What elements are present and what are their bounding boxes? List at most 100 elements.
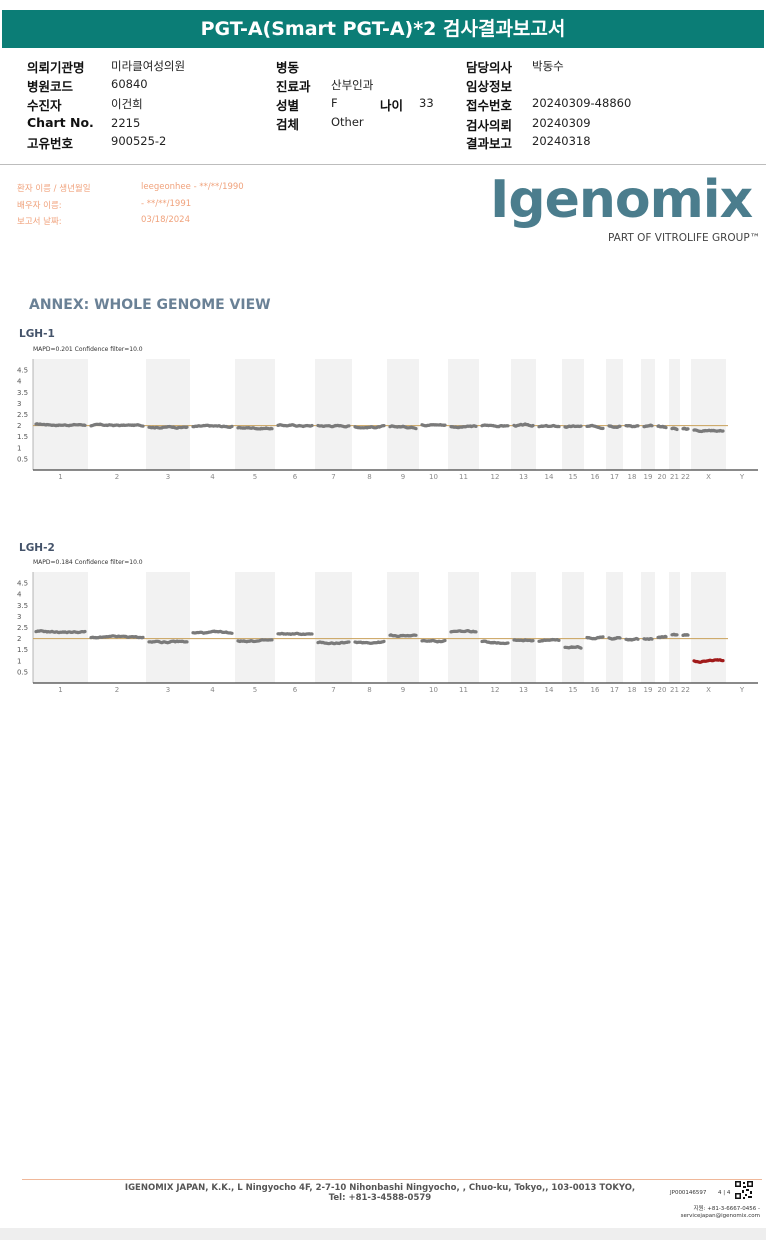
age-label: 나이 bbox=[380, 98, 404, 113]
chromosome-band-17 bbox=[606, 359, 623, 470]
chromosome-label-4: 4 bbox=[210, 473, 215, 481]
chromosome-points-11 bbox=[449, 424, 478, 430]
institution-value: 미라클여성의원 bbox=[111, 59, 186, 73]
chromosome-points-17 bbox=[607, 424, 622, 429]
chromosome-band-5 bbox=[235, 359, 275, 470]
chromosome-points-7 bbox=[316, 423, 351, 429]
unique-no-value: 900525-2 bbox=[111, 134, 167, 148]
chromosome-label-11: 11 bbox=[459, 686, 468, 694]
chromosome-points-1 bbox=[34, 422, 87, 428]
chromosome-points-8 bbox=[353, 424, 386, 430]
y-tick-label: 2 bbox=[17, 422, 21, 430]
chromosome-points-8 bbox=[353, 639, 386, 645]
request-date-label: 검사의뢰 bbox=[466, 118, 513, 133]
age-value: 33 bbox=[419, 96, 434, 110]
chromosome-label-7: 7 bbox=[331, 473, 335, 481]
chromosome-label-19: 19 bbox=[644, 473, 653, 481]
chromosome-label-9: 9 bbox=[401, 686, 405, 694]
chromosome-points-13 bbox=[512, 638, 535, 643]
chromosome-band-9 bbox=[387, 572, 419, 683]
logo-wordmark: Igenomix bbox=[490, 170, 753, 230]
chromosome-points-19 bbox=[642, 423, 654, 429]
partner-value: - **/**/1991 bbox=[141, 199, 192, 209]
y-tick-label: 3 bbox=[17, 613, 21, 621]
chromosome-label-5: 5 bbox=[253, 686, 257, 694]
chromosome-points-16 bbox=[585, 635, 605, 641]
chromosome-label-14: 14 bbox=[545, 686, 554, 694]
chromosome-band-X bbox=[691, 359, 726, 470]
report-date-label: 결과보고 bbox=[466, 136, 513, 151]
y-tick-label: 3 bbox=[17, 400, 21, 408]
chromosome-points-14 bbox=[537, 423, 561, 429]
chromosome-points-2 bbox=[89, 634, 145, 640]
chromosome-label-20: 20 bbox=[658, 686, 667, 694]
chromosome-band-X bbox=[691, 572, 726, 683]
y-tick-label: 3.5 bbox=[17, 602, 28, 610]
clinical-label: 임상정보 bbox=[466, 79, 513, 94]
chromosome-label-10: 10 bbox=[429, 686, 438, 694]
y-tick-label: 0.5 bbox=[17, 455, 28, 463]
chromosome-points-4 bbox=[191, 629, 234, 635]
receipt-no-label: 접수번호 bbox=[466, 98, 513, 113]
chromosome-points-X bbox=[692, 428, 725, 434]
chromosome-band-3 bbox=[146, 359, 190, 470]
chromosome-label-18: 18 bbox=[628, 473, 637, 481]
chromosome-points-22 bbox=[681, 426, 690, 431]
chromosome-label-15: 15 bbox=[569, 473, 578, 481]
chromosome-points-3 bbox=[147, 639, 189, 645]
patient-label: 수진자 bbox=[27, 98, 62, 113]
chromosome-points-10 bbox=[420, 638, 447, 644]
chromosome-points-7 bbox=[316, 640, 351, 646]
chromosome-band-1 bbox=[33, 359, 88, 470]
header-divider bbox=[0, 164, 766, 165]
annex-title: ANNEX: WHOLE GENOME VIEW bbox=[29, 297, 271, 313]
chromosome-label-5: 5 bbox=[253, 473, 257, 481]
chromosome-label-6: 6 bbox=[293, 686, 298, 694]
footer-address: IGENOMIX JAPAN, K.K., L Ningyocho 4F, 2-… bbox=[124, 1183, 636, 1203]
chromosome-points-22 bbox=[681, 633, 690, 637]
y-tick-label: 0.5 bbox=[17, 668, 28, 676]
y-tick-label: 1.5 bbox=[17, 646, 28, 654]
chromosome-points-19 bbox=[642, 637, 654, 641]
department-label: 진료과 bbox=[276, 79, 311, 94]
chromosome-label-12: 12 bbox=[491, 686, 500, 694]
chromosome-label-1: 1 bbox=[58, 473, 62, 481]
chromosome-points-12 bbox=[480, 423, 510, 429]
qr-code-icon bbox=[734, 1180, 754, 1200]
y-tick-label: 1 bbox=[17, 657, 21, 665]
report-date-value: 20240318 bbox=[532, 134, 591, 148]
chromosome-band-15 bbox=[562, 572, 584, 683]
chromosome-label-7: 7 bbox=[331, 686, 335, 694]
partner-label: 배우자 이름: bbox=[17, 201, 62, 211]
sex-label: 성별 bbox=[276, 98, 300, 113]
chromosome-points-17 bbox=[607, 636, 622, 641]
chromosome-band-21 bbox=[669, 359, 680, 470]
doctor-label: 담당의사 bbox=[466, 60, 513, 75]
chromosome-band-17 bbox=[606, 572, 623, 683]
chromosome-points-20 bbox=[656, 634, 668, 640]
chromosome-band-19 bbox=[641, 572, 655, 683]
chromosome-band-11 bbox=[448, 572, 479, 683]
chromosome-label-X: X bbox=[706, 473, 711, 481]
chromosome-points-15 bbox=[563, 424, 583, 429]
chromosome-points-3 bbox=[147, 424, 189, 430]
chromosome-label-13: 13 bbox=[519, 473, 528, 481]
sex-value: F bbox=[331, 96, 338, 110]
chromosome-label-22: 22 bbox=[681, 686, 690, 694]
chromosome-points-12 bbox=[480, 639, 510, 646]
chromosome-band-1 bbox=[33, 572, 88, 683]
y-tick-label: 4 bbox=[17, 591, 22, 599]
chromosome-points-21 bbox=[670, 426, 679, 432]
y-tick-label: 3.5 bbox=[17, 389, 28, 397]
chromosome-label-3: 3 bbox=[166, 473, 170, 481]
request-info: 의뢰기관명 미라클여성의원 병원코드 60840 수진자 이건희 Chart N… bbox=[0, 52, 766, 156]
chromosome-label-21: 21 bbox=[670, 473, 679, 481]
chromosome-band-5 bbox=[235, 572, 275, 683]
chromosome-label-21: 21 bbox=[670, 686, 679, 694]
chromosome-label-11: 11 bbox=[459, 473, 468, 481]
chart-no-value: 2215 bbox=[111, 116, 141, 130]
chromosome-points-13 bbox=[512, 422, 535, 428]
specimen-label: 검체 bbox=[276, 117, 300, 132]
chromosome-label-20: 20 bbox=[658, 473, 667, 481]
chromosome-label-17: 17 bbox=[610, 473, 619, 481]
